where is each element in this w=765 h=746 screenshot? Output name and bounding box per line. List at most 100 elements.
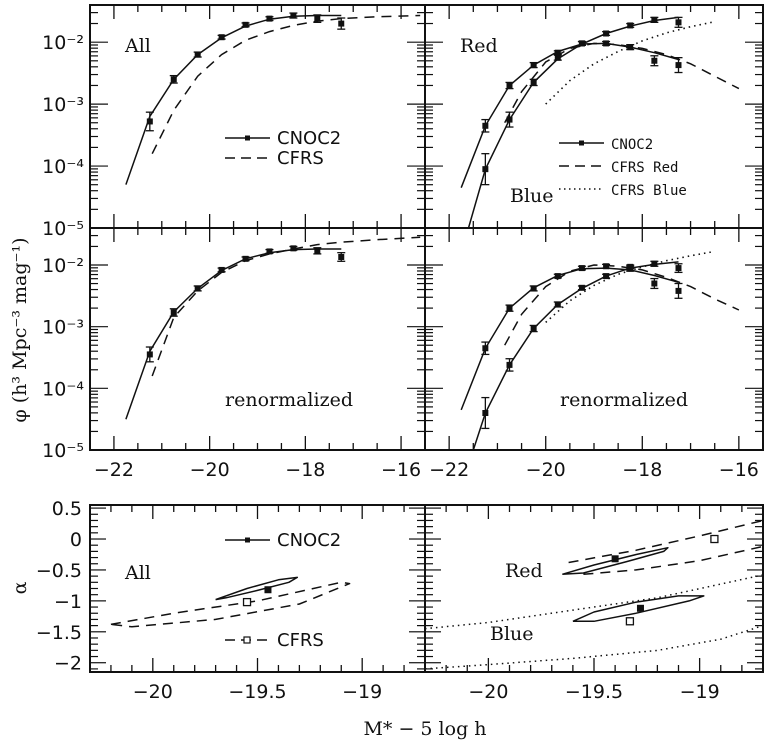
legend-item-cnoc2: CNOC2 bbox=[225, 530, 341, 551]
best-fit-point-cnoc2-red bbox=[611, 555, 619, 563]
y-axis-label-alpha: α bbox=[9, 581, 31, 594]
data-point bbox=[145, 111, 154, 132]
legend-item-cfrs-blue: CFRS Blue bbox=[559, 183, 687, 199]
x-tick-label: −22 bbox=[429, 459, 469, 481]
plot-frame bbox=[89, 227, 426, 451]
x-tick-label: −18 bbox=[622, 459, 662, 481]
data-point bbox=[337, 252, 346, 262]
panel-title-all: All bbox=[124, 562, 151, 584]
x-tick-label: −18 bbox=[285, 459, 325, 481]
y-axis-label-phi: φ (h³ Mpc⁻³ mag⁻¹) bbox=[9, 237, 31, 422]
legend-item-cfrs-red: CFRS Red bbox=[559, 160, 678, 176]
panel-alpha-all: −20 −19.5 −19 0.5 0 −0.5 −1 −1.5 −2 All CNOC2 CFRS bbox=[36, 498, 426, 703]
point-marker bbox=[627, 263, 634, 270]
contour-cfrs-blue-contour-upper bbox=[425, 574, 763, 630]
y-tick-label: −2 bbox=[54, 653, 82, 675]
series-line-cfrs bbox=[151, 236, 421, 377]
point-marker bbox=[314, 247, 321, 254]
panel-title-all: All bbox=[124, 35, 151, 57]
legend-marker bbox=[243, 636, 251, 644]
series-line-cnoc2-red-fit bbox=[460, 42, 679, 188]
data-point bbox=[674, 282, 683, 299]
legend-label: CNOC2 bbox=[611, 137, 653, 153]
plot-frame bbox=[424, 227, 764, 451]
panel-alpha-red-blue: −20 −19.5 −19 Red Blue bbox=[424, 504, 764, 703]
series-line-cnoc2-red-fit bbox=[460, 267, 679, 411]
x-tick-label: −19 bbox=[342, 681, 382, 703]
data-point bbox=[650, 277, 659, 290]
data-point bbox=[337, 17, 346, 30]
panel-lf-red-blue: Red Blue CNOC2 CFRS Red CFRS Blue bbox=[424, 4, 764, 229]
legend-label: CFRS bbox=[277, 148, 324, 169]
data-point bbox=[650, 55, 659, 67]
y-tick-label: 10⁻³ bbox=[42, 94, 84, 116]
panel-label-red: Red bbox=[505, 560, 543, 582]
legend-item-cnoc2: CNOC2 bbox=[225, 128, 341, 149]
legend-label: CNOC2 bbox=[277, 128, 341, 149]
series-line-cnoc2-blue-fit bbox=[472, 261, 679, 450]
x-tick-label: −20 bbox=[190, 459, 230, 481]
y-tick-label: 0.5 bbox=[52, 498, 82, 520]
point-marker bbox=[338, 20, 345, 27]
contour-cnoc2-red-contour bbox=[562, 546, 669, 576]
plot-area bbox=[125, 12, 421, 185]
best-fit-point-cfrs-blue bbox=[625, 617, 635, 626]
panel-label-blue: Blue bbox=[490, 623, 534, 645]
data-point bbox=[674, 16, 683, 28]
y-tick-label: 10⁻⁵ bbox=[42, 218, 84, 240]
annotation-renormalized: renormalized bbox=[560, 389, 688, 411]
contour-cfrs-contour bbox=[110, 581, 351, 628]
y-tick-label: 10⁻⁴ bbox=[42, 378, 84, 400]
data-point bbox=[674, 263, 683, 274]
x-tick-label: −22 bbox=[94, 459, 134, 481]
x-axis-label-mstar: M* − 5 log h bbox=[363, 718, 486, 740]
series-line-cnoc2-fit bbox=[125, 248, 342, 420]
point-marker bbox=[675, 19, 682, 26]
best-fit-point-cnoc2 bbox=[264, 586, 272, 594]
y-tick-label: −1 bbox=[54, 591, 82, 613]
y-tick-label: 10⁻⁵ bbox=[42, 440, 84, 462]
series-line-cnoc2-fit bbox=[125, 14, 342, 185]
x-tick-label: −19.5 bbox=[228, 681, 286, 703]
panel-lf-red-blue-renorm: −22 −20 −18 −16 renormalized bbox=[424, 227, 764, 481]
series-line-cfrs-red bbox=[504, 264, 740, 346]
y-tick-label: −1.5 bbox=[36, 622, 82, 644]
contour-cnoc2-contour bbox=[215, 576, 299, 601]
point-marker bbox=[146, 118, 153, 125]
point-marker bbox=[146, 351, 153, 358]
contour-cfrs-red-contour bbox=[568, 519, 763, 564]
plot-frame bbox=[89, 504, 426, 673]
x-tick-label: −16 bbox=[719, 459, 759, 481]
legend-label: CFRS Red bbox=[611, 160, 678, 176]
y-tick-label: 10⁻³ bbox=[42, 317, 84, 339]
point-marker bbox=[314, 15, 321, 22]
y-tick-label: 0 bbox=[70, 529, 82, 551]
panel-title-red: Red bbox=[460, 35, 498, 57]
legend-label: CFRS Blue bbox=[611, 183, 687, 199]
best-fit-point-cfrs bbox=[242, 597, 252, 607]
x-tick-label: −16 bbox=[381, 459, 421, 481]
plot-area bbox=[425, 519, 763, 670]
legend-item-cnoc2: CNOC2 bbox=[559, 137, 653, 153]
y-tick-label: −0.5 bbox=[36, 560, 82, 582]
series-line-cfrs bbox=[151, 14, 421, 155]
legend-label: CNOC2 bbox=[277, 530, 341, 551]
point-marker bbox=[554, 54, 561, 61]
legend-marker bbox=[245, 135, 250, 141]
series-line-cfrs-blue bbox=[545, 250, 715, 323]
panel-label-blue: Blue bbox=[510, 185, 554, 207]
x-tick-label: −20 bbox=[526, 459, 566, 481]
panel-lf-all-renorm: −22 −20 −18 −16 10⁻² 10⁻³ 10⁻⁴ 10⁻⁵ renormalized bbox=[42, 227, 426, 481]
point-marker bbox=[651, 280, 658, 287]
best-fit-point-cnoc2-blue bbox=[636, 604, 644, 612]
contour-cnoc2-blue-contour bbox=[572, 595, 705, 623]
series-line-cfrs-red bbox=[504, 42, 740, 124]
legend-marker bbox=[579, 140, 584, 146]
point-marker bbox=[675, 265, 682, 272]
plot-area bbox=[125, 236, 421, 420]
point-marker bbox=[338, 253, 345, 260]
contour-cfrs-red-contour-lower bbox=[583, 545, 763, 576]
legend-item-cfrs: CFRS bbox=[225, 630, 324, 651]
y-tick-label: 10⁻⁴ bbox=[42, 156, 84, 178]
point-marker bbox=[242, 21, 249, 28]
